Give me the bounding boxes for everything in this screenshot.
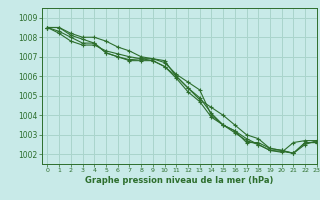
X-axis label: Graphe pression niveau de la mer (hPa): Graphe pression niveau de la mer (hPa) — [85, 176, 273, 185]
